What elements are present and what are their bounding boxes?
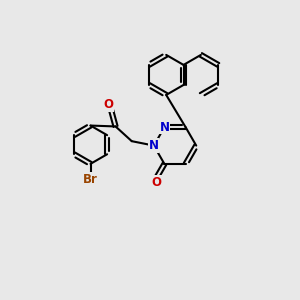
Text: N: N (159, 121, 170, 134)
Text: Br: Br (83, 173, 98, 186)
Text: O: O (103, 98, 113, 111)
Text: O: O (152, 176, 162, 189)
Text: N: N (149, 139, 159, 152)
